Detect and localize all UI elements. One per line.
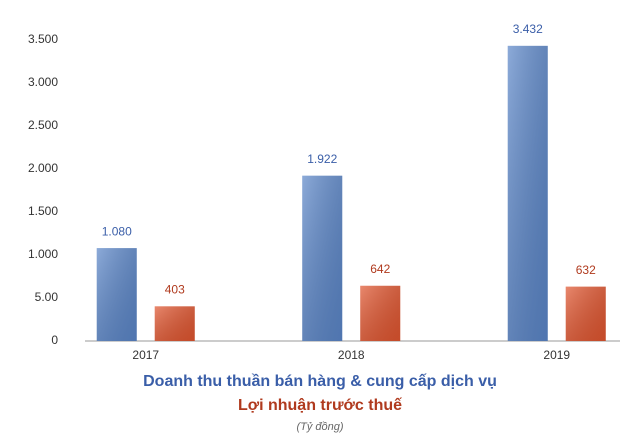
bar-shade (507, 45, 548, 342)
x-tick-label: 2018 (338, 348, 365, 362)
unit-label: (Tỷ đồng) (296, 421, 343, 433)
y-tick-label: 5.00 (35, 290, 59, 304)
legend-entry: Lợi nhuận trước thuế (238, 397, 402, 414)
y-tick-label: 3.500 (28, 32, 58, 46)
x-tick-label: 2019 (543, 348, 570, 362)
y-tick-label: 1.000 (28, 247, 58, 261)
y-tick-label: 2.500 (28, 118, 58, 132)
data-label: 1.080 (102, 224, 132, 238)
y-tick-label: 2.000 (28, 161, 58, 175)
bar-shade (360, 285, 401, 341)
x-tick-label: 2017 (132, 348, 159, 362)
bar-shade (154, 306, 195, 341)
data-label: 403 (165, 283, 185, 297)
data-label: 632 (576, 263, 596, 277)
y-tick-label: 1.500 (28, 204, 58, 218)
data-label: 3.432 (513, 22, 543, 36)
data-label: 1.922 (307, 152, 337, 166)
legend-entry: Doanh thu thuần bán hàng & cung cấp dịch… (143, 373, 497, 390)
bar-shade (96, 248, 137, 341)
y-tick-label: 0 (51, 333, 58, 347)
bar-shade (565, 286, 606, 341)
y-tick-label: 3.000 (28, 75, 58, 89)
data-label: 642 (370, 262, 390, 276)
bar-shade (302, 175, 343, 341)
